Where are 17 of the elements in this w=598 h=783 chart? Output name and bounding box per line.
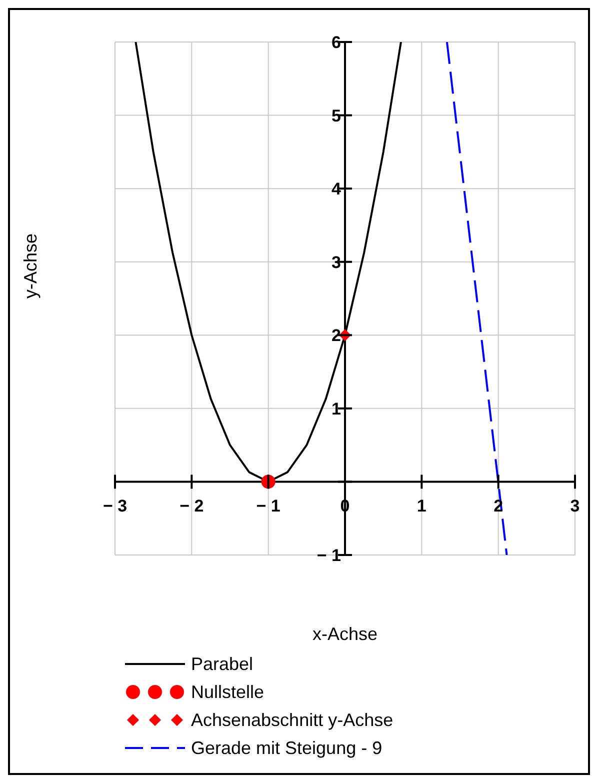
legend-label: Parabel [191,654,254,674]
x-tick-label: − 2 [180,496,204,516]
y-tick-label: 3 [332,252,341,272]
x-tick-label: 1 [416,496,426,516]
x-axis-title: x-Achse [312,624,378,644]
x-tick-label: − 1 [256,496,280,516]
y-tick-label: 2 [332,326,341,346]
x-tick-label: 3 [570,496,580,516]
x-tick-label: − 3 [102,496,128,516]
y-axis-title: y-Achse [20,233,40,298]
y-tick-label: − 1 [316,546,341,565]
y-tick-label: 1 [332,399,341,418]
legend-label: Gerade mit Steigung - 9 [191,738,382,758]
y-tick-label: 4 [332,180,342,199]
y-tick-label: 5 [332,106,341,126]
legend-label: Achsenabschnitt y-Achse [191,710,394,730]
legend-label: Nullstelle [191,682,264,702]
